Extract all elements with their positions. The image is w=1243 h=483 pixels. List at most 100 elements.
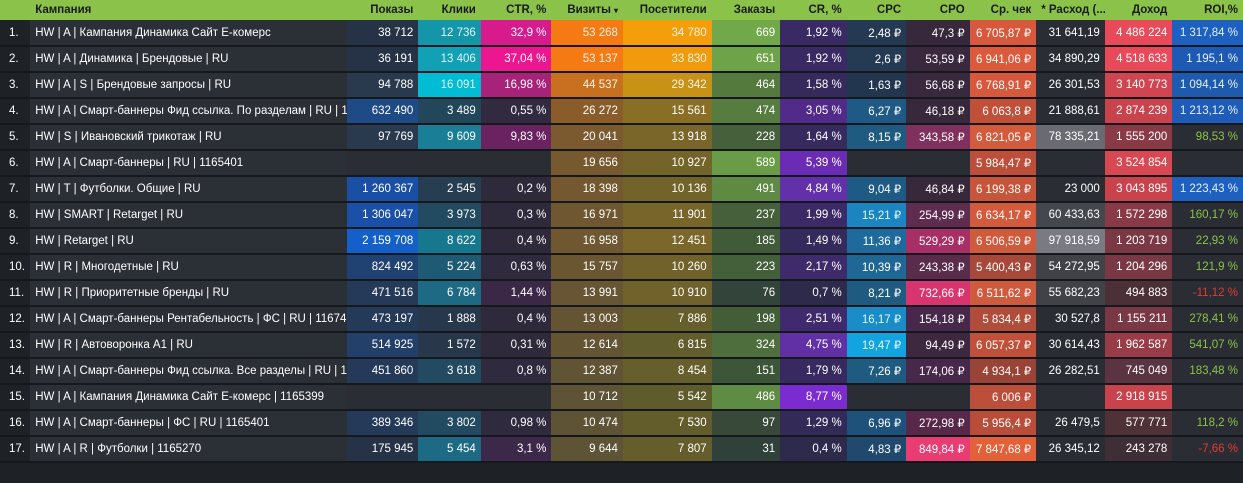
column-header-cpo[interactable]: CPO: [906, 0, 970, 20]
cell-cpo: 343,58 ₽: [906, 124, 970, 150]
cell-cpo: 46,18 ₽: [906, 98, 970, 124]
table-row[interactable]: 2. HW | A | Динамика | Брендовые | RU 36 1…: [0, 46, 1243, 72]
cell-shows: 824 492: [346, 254, 419, 280]
table-row[interactable]: 17. HW | A | R | Футболки | 1165270 175 94…: [0, 436, 1243, 462]
column-header-name[interactable]: Кампания: [30, 0, 347, 20]
cell-name[interactable]: HW | A | Кампания Динамика Сайт E-комерс: [30, 20, 347, 46]
column-header-income[interactable]: Доход: [1104, 0, 1173, 20]
cell-name[interactable]: HW | A | R | Футболки | 1165270: [30, 436, 347, 462]
table-row[interactable]: 11. HW | R | Приоритетные бренды | RU 471 …: [0, 280, 1243, 306]
cell-cr: 1,79 %: [780, 358, 847, 384]
cell-num: 9.: [0, 228, 31, 254]
cell-spend: 31 641,19: [1036, 20, 1105, 46]
column-header-spend[interactable]: * Расход (...: [1036, 0, 1105, 20]
cell-visitors: 15 561: [622, 98, 712, 124]
cell-orders: 486: [711, 384, 781, 410]
column-header-visitors[interactable]: Посетители: [622, 0, 712, 20]
table-row[interactable]: 16. HW | A | Смарт-баннеры | ФС | RU | 11…: [0, 410, 1243, 436]
column-header-label: CPO: [939, 4, 965, 16]
cell-name[interactable]: HW | S | Ивановский трикотаж | RU: [30, 124, 347, 150]
cell-name[interactable]: HW | A | Смарт-баннеры Фид ссылка. По ра…: [30, 98, 347, 124]
cell-visits: 9 644: [551, 436, 623, 462]
cell-orders: 31: [711, 436, 781, 462]
cell-name[interactable]: HW | A | Смарт-баннеры | RU | 1165401: [30, 150, 347, 176]
cell-num: 3.: [0, 72, 31, 98]
cell-name[interactable]: HW | Retarget | RU: [30, 228, 347, 254]
cell-orders: 464: [711, 72, 781, 98]
table-row[interactable]: 5. HW | S | Ивановский трикотаж | RU 97 76…: [0, 124, 1243, 150]
table-row[interactable]: 13. HW | R | Автоворонка А1 | RU 514 925 1 …: [0, 332, 1243, 358]
cell-cr: 0,4 %: [780, 436, 847, 462]
cell-roi: 1 223,43 %: [1172, 176, 1243, 202]
table-row[interactable]: 6. HW | A | Смарт-баннеры | RU | 1165401 1…: [0, 150, 1243, 176]
cell-name[interactable]: HW | R | Приоритетные бренды | RU: [30, 280, 347, 306]
table-row[interactable]: 8. HW | SMART | Retarget | RU 1 306 047 3 9…: [0, 202, 1243, 228]
table-row[interactable]: 3. HW | A | S | Брендовые запросы | RU 94 …: [0, 72, 1243, 98]
cell-spend: 54 272,95: [1036, 254, 1105, 280]
cell-orders: 589: [711, 150, 781, 176]
cell-name[interactable]: HW | T | Футболки. Общие | RU: [30, 176, 347, 202]
cell-cpc: [846, 384, 907, 410]
table-row[interactable]: 12. HW | A | Смарт-баннеры Рентабельность…: [0, 306, 1243, 332]
cell-visits: 13 991: [551, 280, 623, 306]
column-header-cr[interactable]: CR, %: [780, 0, 847, 20]
cell-visits: 13 003: [551, 306, 623, 332]
column-header-num[interactable]: [0, 0, 31, 20]
column-header-avg[interactable]: Ср. чек: [969, 0, 1037, 20]
table-row[interactable]: 14. HW | A | Смарт-баннеры Фид ссылка. Вс…: [0, 358, 1243, 384]
cell-ctr: 37,04 %: [480, 46, 552, 72]
cell-num: 5.: [0, 124, 31, 150]
column-header-clicks[interactable]: Клики: [418, 0, 481, 20]
cell-cpo: 243,38 ₽: [906, 254, 970, 280]
cell-name[interactable]: HW | A | S | Брендовые запросы | RU: [30, 72, 347, 98]
column-header-label: Ср. чек: [990, 4, 1032, 16]
table-row[interactable]: 15. HW | A | Кампания Динамика Сайт E-ком…: [0, 384, 1243, 410]
cell-visits: 26 272: [551, 98, 623, 124]
cell-ctr: [480, 150, 552, 176]
cell-income: 1 203 719: [1104, 228, 1173, 254]
cell-income: 2 874 239: [1104, 98, 1173, 124]
cell-roi: 1 317,84 %: [1172, 20, 1243, 46]
cell-roi: 118,2 %: [1172, 410, 1243, 436]
cell-name[interactable]: HW | A | Смарт-баннеры Фид ссылка. Все р…: [30, 358, 347, 384]
cell-cpc: 6,96 ₽: [846, 410, 907, 436]
cell-roi: 183,48 %: [1172, 358, 1243, 384]
cell-orders: 151: [711, 358, 781, 384]
table-row[interactable]: 7. HW | T | Футболки. Общие | RU 1 260 367…: [0, 176, 1243, 202]
cell-cpo: 56,68 ₽: [906, 72, 970, 98]
column-header-roi[interactable]: ROI,%: [1172, 0, 1243, 20]
cell-name[interactable]: HW | A | Кампания Динамика Сайт E-комерс…: [30, 384, 347, 410]
cell-orders: 228: [711, 124, 781, 150]
cell-roi: 22,93 %: [1172, 228, 1243, 254]
table-row[interactable]: 10. HW | R | Многодетные | RU 824 492 5 224…: [0, 254, 1243, 280]
cell-roi: -7,66 %: [1172, 436, 1243, 462]
cell-visitors: 7 807: [622, 436, 712, 462]
cell-cpc: 4,83 ₽: [846, 436, 907, 462]
column-header-visits[interactable]: Визиты ▾: [551, 0, 623, 20]
cell-name[interactable]: HW | SMART | Retarget | RU: [30, 202, 347, 228]
cell-ctr: 0,63 %: [480, 254, 552, 280]
table-row[interactable]: 1. HW | A | Кампания Динамика Сайт E-коме…: [0, 20, 1243, 46]
cell-cpc: 8,21 ₽: [846, 280, 907, 306]
table-row[interactable]: 9. HW | Retarget | RU 2 159 708 8 622 0,4 % 1…: [0, 228, 1243, 254]
column-header-ctr[interactable]: CTR, %: [480, 0, 552, 20]
cell-cr: 1,58 %: [780, 72, 847, 98]
cell-cpc: 7,26 ₽: [846, 358, 907, 384]
cell-clicks: 12 736: [418, 20, 481, 46]
cell-name[interactable]: HW | A | Смарт-баннеры Рентабельность | …: [30, 306, 347, 332]
cell-cpo: 47,3 ₽: [906, 20, 970, 46]
cell-name[interactable]: HW | R | Автоворонка А1 | RU: [30, 332, 347, 358]
cell-cpc: 8,15 ₽: [846, 124, 907, 150]
cell-name[interactable]: HW | A | Смарт-баннеры | ФС | RU | 11654…: [30, 410, 347, 436]
sort-desc-icon[interactable]: ▾: [613, 6, 618, 15]
column-header-shows[interactable]: Показы: [346, 0, 419, 20]
table-row[interactable]: 4. HW | A | Смарт-баннеры Фид ссылка. По …: [0, 98, 1243, 124]
column-header-orders[interactable]: Заказы: [711, 0, 781, 20]
cell-roi: 98,53 %: [1172, 124, 1243, 150]
cell-name[interactable]: HW | R | Многодетные | RU: [30, 254, 347, 280]
cell-clicks: 16 091: [418, 72, 481, 98]
column-header-cpc[interactable]: CPC: [846, 0, 907, 20]
cell-name[interactable]: HW | A | Динамика | Брендовые | RU: [30, 46, 347, 72]
cell-shows: 514 925: [346, 332, 419, 358]
cell-cr: 4,75 %: [780, 332, 847, 358]
